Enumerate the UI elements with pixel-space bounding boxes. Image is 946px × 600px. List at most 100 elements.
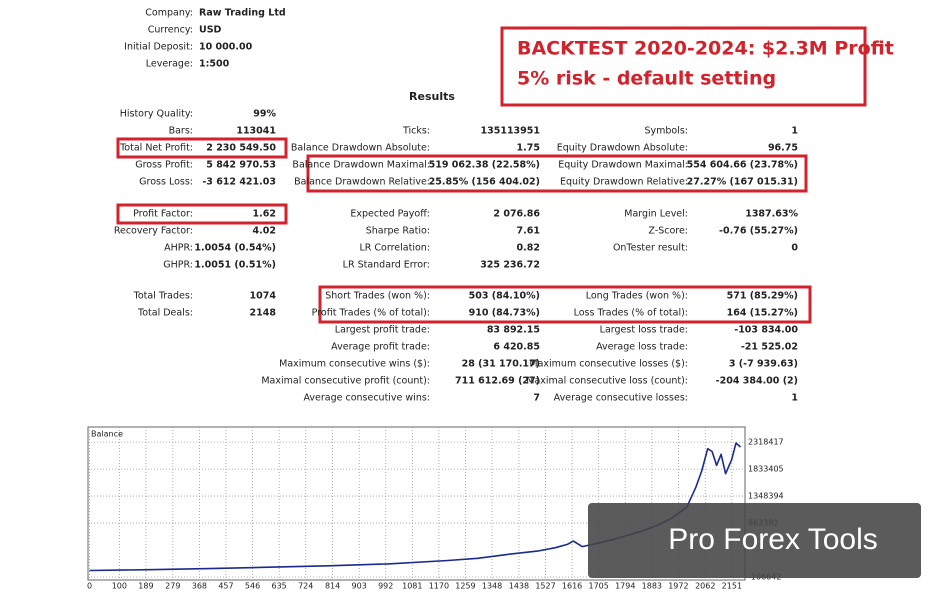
highlight <box>318 285 812 324</box>
field-label: Balance Drawdown Maximal: <box>292 160 430 171</box>
field-label: Gross Loss: <box>139 177 193 188</box>
watermark-layer: Pro Forex Tools <box>588 503 921 578</box>
field-value: -103 834.00 <box>734 325 798 336</box>
field-value: 711 612.69 (27) <box>455 376 540 387</box>
field-label: Average profit trade: <box>331 342 430 353</box>
field-value: 503 (84.10%) <box>469 291 540 302</box>
field-value: 1:500 <box>199 59 230 70</box>
field-label: LR Correlation: <box>360 243 431 254</box>
field-label: Total Net Profit: <box>119 143 193 154</box>
field-value: 1387.63% <box>745 209 798 220</box>
field-label: Ticks: <box>402 126 430 137</box>
x-tick-label: 1527 <box>535 582 555 591</box>
field-value: 554 604.66 (23.78%) <box>687 160 798 171</box>
x-tick-label: 1616 <box>562 582 582 591</box>
field-label: Company: <box>145 8 193 19</box>
field-value: 519 062.38 (22.58%) <box>429 160 540 171</box>
field-value: 325 236.72 <box>480 260 540 271</box>
field-label: Currency: <box>148 25 193 36</box>
y-tick-label: 1348394 <box>748 492 784 501</box>
field-value: 135113951 <box>481 126 541 137</box>
x-tick-label: 1081 <box>402 582 422 591</box>
field-value: 0.82 <box>517 243 540 254</box>
x-tick-label: 635 <box>271 582 286 591</box>
annotation-box <box>500 26 867 107</box>
watermark-box <box>588 503 921 578</box>
field-value: 6 420.85 <box>493 342 540 353</box>
x-tick-label: 0 <box>87 582 92 591</box>
field-value: -204 384.00 (2) <box>716 376 798 387</box>
field-label: Equity Drawdown Maximal: <box>558 160 688 171</box>
field-value: USD <box>199 25 222 36</box>
field-value: 1.62 <box>253 209 276 220</box>
field-value: 2 076.86 <box>493 209 540 220</box>
x-tick-label: 1972 <box>668 582 688 591</box>
x-tick-label: 100 <box>112 582 127 591</box>
x-tick-label: 546 <box>245 582 260 591</box>
field-value: 3 (-7 939.63) <box>729 359 798 370</box>
field-value: 1.75 <box>517 143 540 154</box>
x-tick-label: 279 <box>165 582 180 591</box>
field-label: Expected Payoff: <box>350 209 430 220</box>
field-label: Average consecutive losses: <box>554 393 688 404</box>
results-title: Results <box>409 90 455 103</box>
field-label: AHPR: <box>164 243 193 254</box>
x-tick-label: 1438 <box>509 582 529 591</box>
field-label: Balance Drawdown Absolute: <box>291 143 430 154</box>
field-label: History Quality: <box>120 109 193 120</box>
field-label: Loss Trades (% of total): <box>574 308 688 319</box>
field-label: GHPR: <box>163 260 193 271</box>
field-label: Equity Drawdown Absolute: <box>557 143 688 154</box>
field-value: 2 230 549.50 <box>206 143 276 154</box>
field-label: Largest profit trade: <box>335 325 430 336</box>
x-tick-label: 2062 <box>695 582 715 591</box>
field-value: 1 <box>791 126 798 137</box>
field-label: Gross Profit: <box>135 160 193 171</box>
field-label: Profit Factor: <box>133 209 193 220</box>
field-value: 1.0054 (0.54%) <box>194 243 276 254</box>
field-label: Maximal consecutive loss (count): <box>526 376 688 387</box>
field-label: LR Standard Error: <box>343 260 430 271</box>
field-value: 4.02 <box>253 226 276 237</box>
watermark: Pro Forex Tools <box>668 523 878 556</box>
x-tick-label: 814 <box>325 582 340 591</box>
field-value: 1 <box>791 393 798 404</box>
field-label: Total Deals: <box>137 308 193 319</box>
field-value: 113041 <box>236 126 276 137</box>
field-value: 25.85% (156 404.02) <box>429 177 540 188</box>
field-value: 571 (85.29%) <box>727 291 798 302</box>
field-value: 7 <box>533 393 540 404</box>
field-value: 10 000.00 <box>199 42 253 53</box>
field-value: 164 (15.27%) <box>727 308 798 319</box>
field-label: Long Trades (won %): <box>586 291 688 302</box>
field-value: 28 (31 170.17) <box>462 359 540 370</box>
field-label: OnTester result: <box>613 243 688 254</box>
x-tick-label: 2151 <box>722 582 742 591</box>
field-value: -3 612 421.03 <box>202 177 276 188</box>
field-value: 7.61 <box>517 226 540 237</box>
x-tick-label: 724 <box>298 582 313 591</box>
field-label: Average consecutive wins: <box>303 393 430 404</box>
field-label: Largest loss trade: <box>600 325 688 336</box>
field-label: Z-Score: <box>648 226 688 237</box>
field-label: Bars: <box>169 126 193 137</box>
x-tick-label: 1170 <box>429 582 449 591</box>
field-value: 2148 <box>250 308 277 319</box>
field-label: Short Trades (won %): <box>325 291 430 302</box>
field-label: Average loss trade: <box>596 342 688 353</box>
field-value: 1074 <box>250 291 277 302</box>
x-tick-label: 903 <box>352 582 367 591</box>
legend-label: Balance <box>91 430 123 439</box>
field-label: Maximum consecutive wins ($): <box>279 359 430 370</box>
highlight <box>306 154 808 193</box>
highlight <box>116 137 288 159</box>
x-tick-label: 1705 <box>588 582 608 591</box>
y-tick-label: 2318417 <box>748 438 784 447</box>
highlight <box>116 203 288 225</box>
field-value: -0.76 (55.27%) <box>719 226 798 237</box>
field-value: 99% <box>253 109 276 120</box>
field-value: 910 (84.73%) <box>469 308 540 319</box>
x-tick-label: 368 <box>192 582 207 591</box>
field-value: -21 525.02 <box>741 342 798 353</box>
field-label: Maximum consecutive losses ($): <box>529 359 688 370</box>
